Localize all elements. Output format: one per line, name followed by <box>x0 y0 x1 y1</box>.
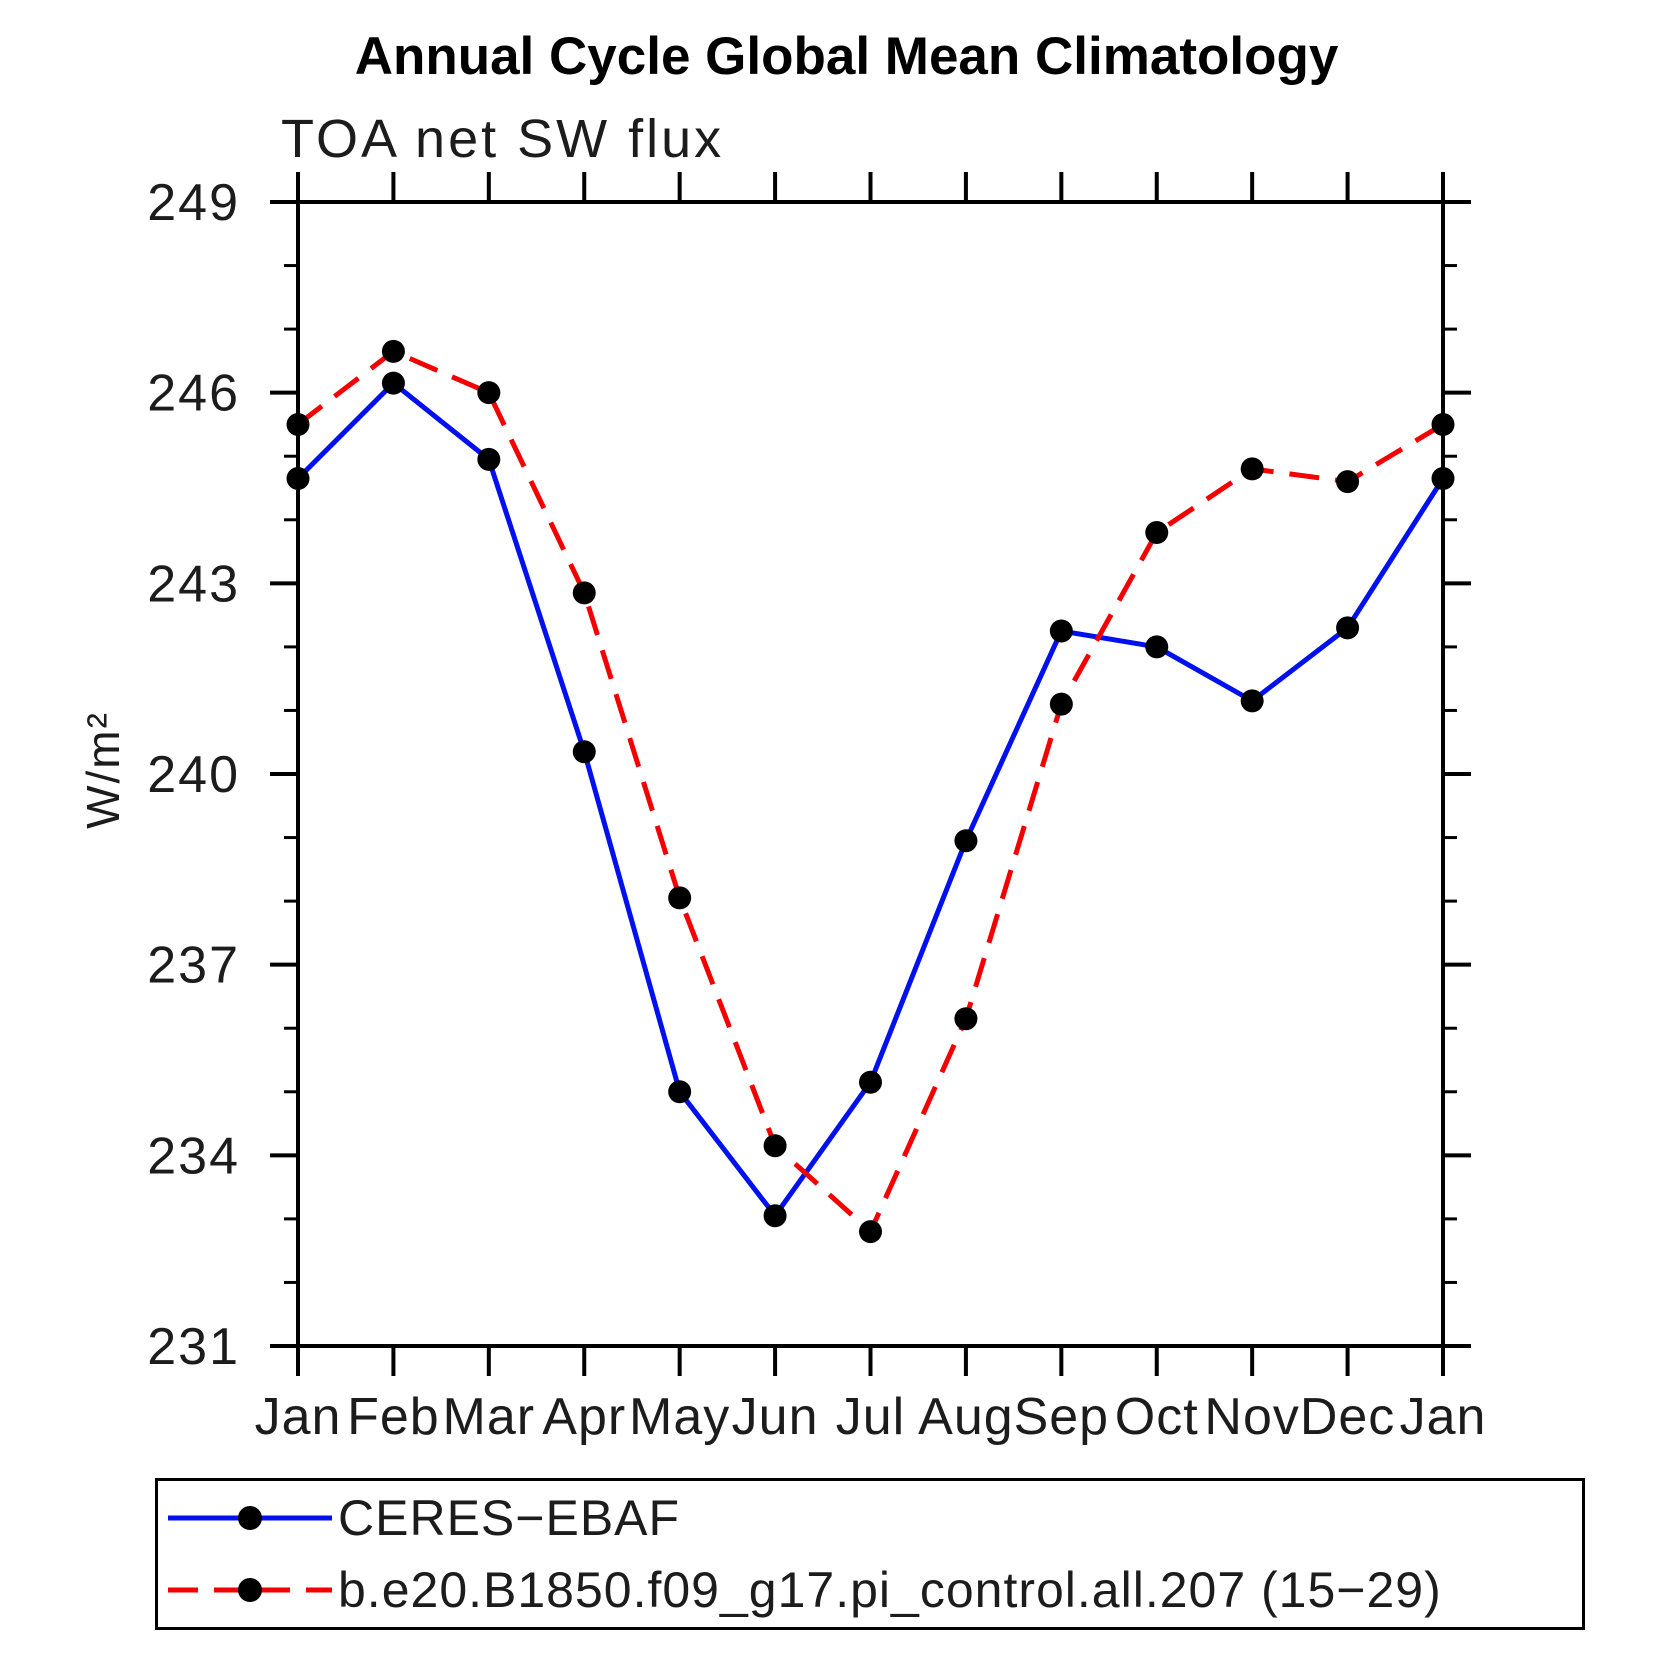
legend-item-model: b.e20.B1850.f09_g17.pi_control.all.207 (… <box>158 1555 1582 1625</box>
data-point-marker <box>1049 619 1073 643</box>
data-point-marker <box>1336 470 1360 494</box>
data-point-marker <box>1240 689 1264 713</box>
data-point-marker <box>381 339 405 363</box>
data-point-marker <box>668 1080 692 1104</box>
legend-marker-dot <box>238 1506 262 1530</box>
x-tick-label: Apr <box>542 1388 626 1446</box>
x-tick-label: Jan <box>1400 1388 1487 1446</box>
data-point-marker <box>954 829 978 853</box>
data-point-marker <box>381 371 405 395</box>
y-tick-label: 237 <box>147 937 240 995</box>
series-line-model <box>296 348 1445 1236</box>
data-point-marker <box>859 1220 882 1244</box>
legend-item-ceres: CERES−EBAF <box>158 1483 1582 1553</box>
data-point-marker <box>1336 616 1360 640</box>
data-point-marker <box>286 466 310 490</box>
data-point-marker <box>1145 635 1169 659</box>
x-tick-label: Sep <box>1014 1388 1110 1446</box>
data-point-marker <box>763 1134 787 1158</box>
data-point-marker <box>286 412 310 436</box>
data-point-marker <box>859 1070 882 1094</box>
data-point-marker <box>477 381 501 405</box>
legend-dashed-line-sample <box>168 1578 332 1602</box>
legend-label-model: b.e20.B1850.f09_g17.pi_control.all.207 (… <box>338 1562 1442 1618</box>
data-point-marker <box>668 886 692 910</box>
y-tick-label: 243 <box>147 555 240 613</box>
x-tick-label: Jul <box>836 1388 905 1446</box>
data-point-marker <box>572 581 596 605</box>
legend-box: CERES−EBAF b.e20.B1850.f09_g17.pi_contro… <box>155 1478 1585 1630</box>
y-tick-label: 234 <box>147 1127 240 1185</box>
data-point-marker <box>763 1204 787 1228</box>
data-point-marker <box>477 447 501 471</box>
data-point-marker <box>1431 412 1455 436</box>
legend-solid-line-sample <box>168 1506 332 1530</box>
x-tick-label: Oct <box>1115 1388 1199 1446</box>
data-point-marker <box>1240 457 1264 481</box>
x-tick-label: Dec <box>1300 1388 1395 1446</box>
y-tick-label: 249 <box>147 174 240 232</box>
legend-label-ceres: CERES−EBAF <box>338 1490 681 1546</box>
plot-frame <box>296 200 1445 1348</box>
data-point-marker <box>1145 520 1169 544</box>
x-tick-label: Jun <box>732 1388 819 1446</box>
chart-subtitle: TOA net SW flux <box>281 109 725 169</box>
y-tick-label: 240 <box>147 746 240 804</box>
x-tick-label: May <box>629 1388 730 1446</box>
chart-title: Annual Cycle Global Mean Climatology <box>354 27 1339 86</box>
x-tick-label: Nov <box>1204 1388 1299 1446</box>
x-tick-label: Mar <box>443 1388 536 1446</box>
y-tick-label: 246 <box>147 365 240 423</box>
data-point-marker <box>1431 466 1455 490</box>
x-tick-label: Feb <box>347 1388 440 1446</box>
y-tick-label: 231 <box>147 1318 240 1376</box>
legend-marker-dot <box>238 1578 262 1602</box>
x-tick-label: Aug <box>918 1388 1014 1446</box>
x-tick-label: Jan <box>255 1388 342 1446</box>
data-point-marker <box>572 740 596 764</box>
data-point-marker <box>1049 692 1073 716</box>
data-point-marker <box>954 1007 978 1031</box>
